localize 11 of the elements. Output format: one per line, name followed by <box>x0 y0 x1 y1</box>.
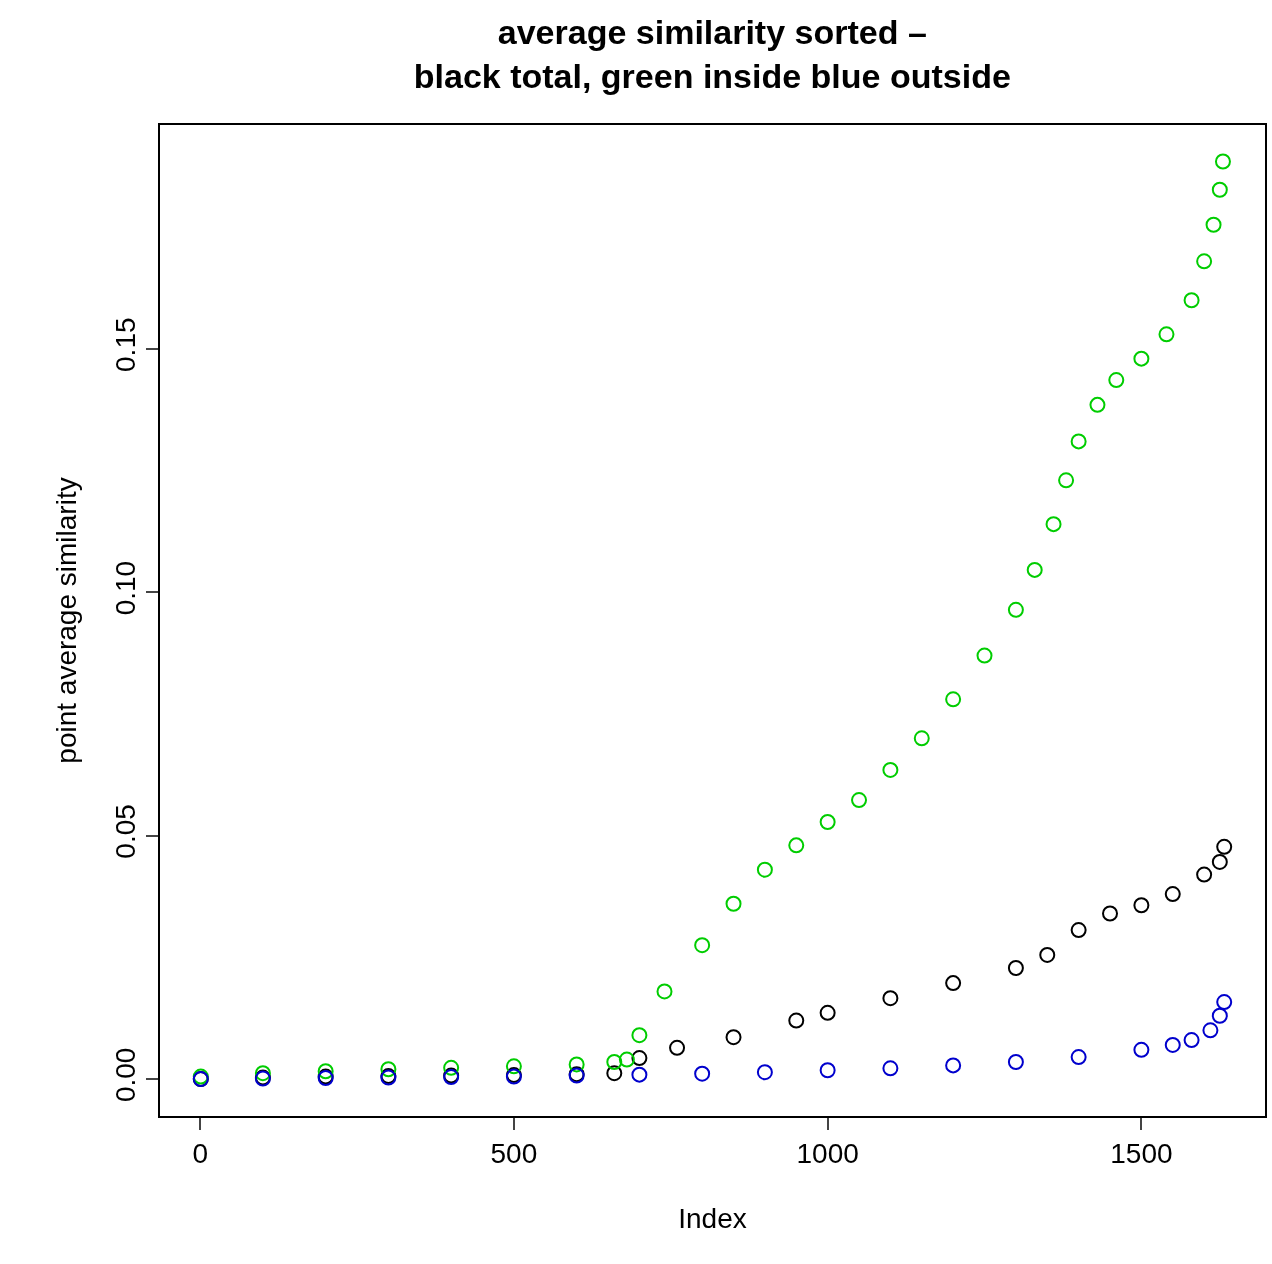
y-tick-label: 0.15 <box>110 317 142 372</box>
y-tick-label: 0.10 <box>110 560 142 616</box>
y-tick-label: 0.00 <box>110 1047 142 1103</box>
y-axis-title: point average similarity <box>51 477 83 764</box>
x-axis-title: Index <box>678 1202 747 1234</box>
x-tick-label: 500 <box>490 1138 538 1170</box>
y-tick-label: 0.05 <box>110 804 142 859</box>
x-tick-label: 1500 <box>1110 1138 1173 1170</box>
chart-title: average similarity sorted – black total, green inside blue outside <box>413 13 1011 96</box>
x-tick-label: 1000 <box>796 1138 859 1170</box>
x-tick-label: 0 <box>192 1138 208 1170</box>
